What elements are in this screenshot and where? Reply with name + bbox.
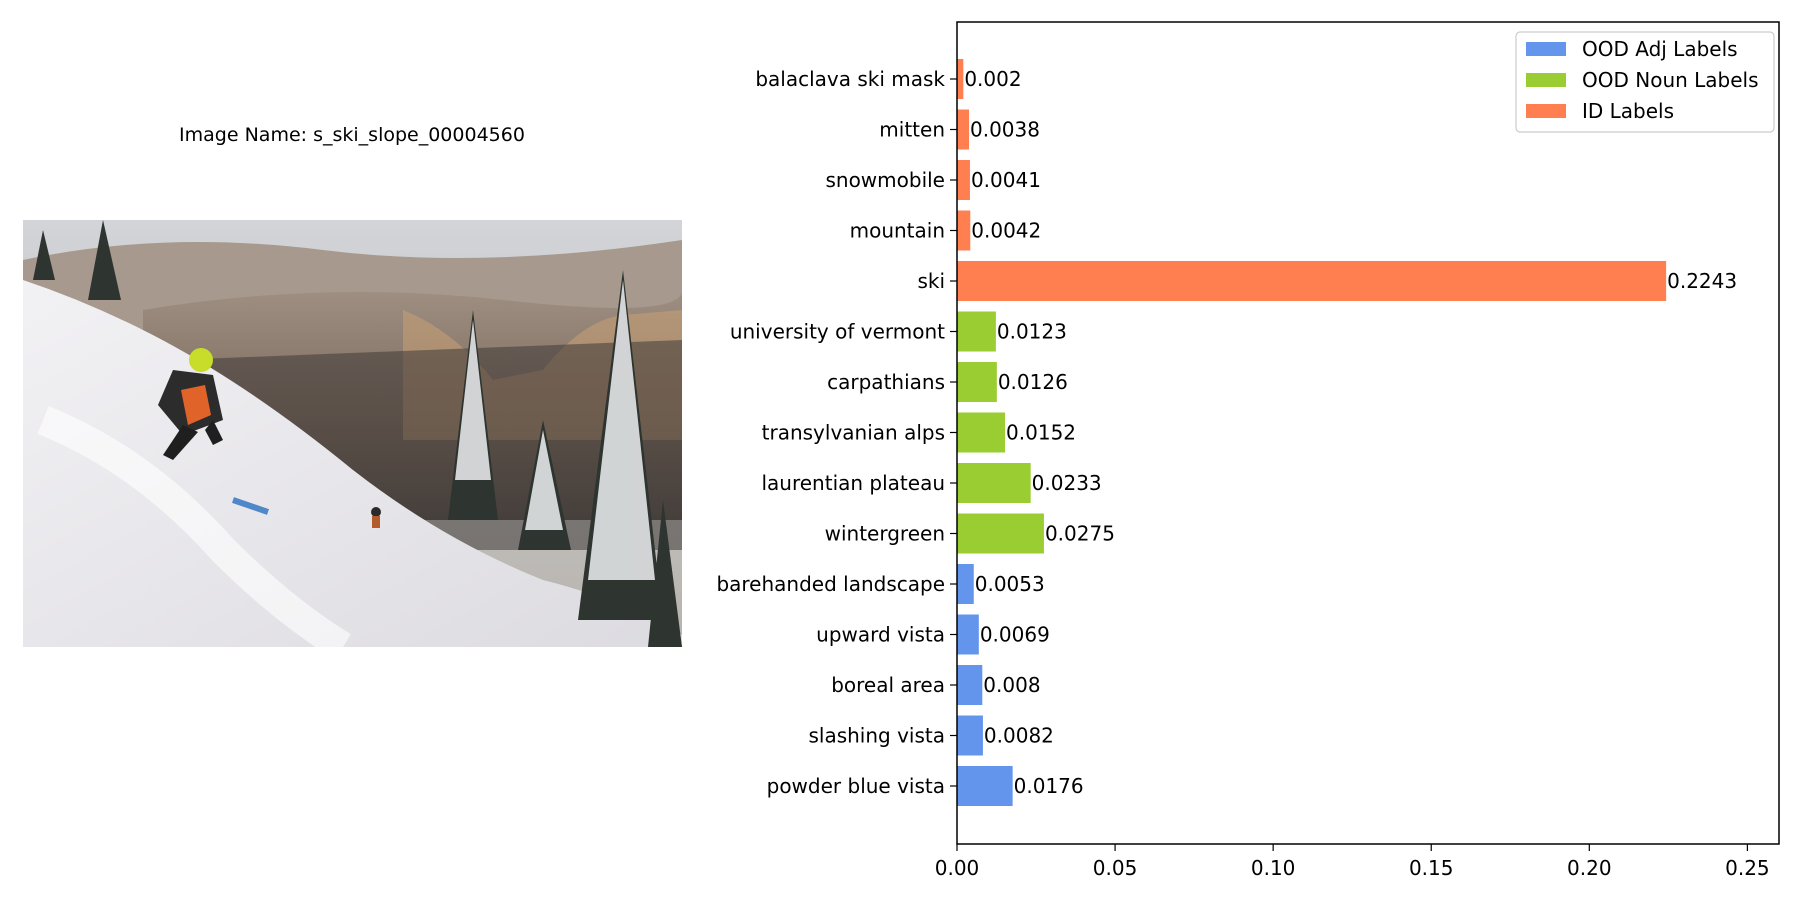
y-tick-label-12: boreal area: [831, 673, 945, 697]
bar-5: [957, 311, 996, 352]
x-tick-label-2: 0.10: [1251, 856, 1296, 880]
legend: OOD Adj Labels OOD Noun Labels ID Labels: [1515, 31, 1775, 133]
bar-3: [957, 210, 971, 251]
value-label-0: 0.002: [964, 67, 1021, 91]
ski-slope-photo: [23, 220, 682, 647]
bar-7: [957, 412, 1006, 453]
bar-1: [957, 109, 970, 150]
y-tick-label-3: mountain: [850, 219, 945, 243]
y-tick-label-10: barehanded landscape: [716, 572, 945, 596]
image-name-title: Image Name: s_ski_slope_00004560: [179, 124, 525, 146]
y-axis: balaclava ski mask mitten snowmobile mounta…: [716, 67, 957, 798]
plot-frame: [956, 21, 1780, 845]
legend-label-1: OOD Noun Labels: [1582, 68, 1759, 92]
y-tick-label-14: powder blue vista: [767, 774, 945, 798]
bar-10: [957, 564, 974, 604]
legend-swatch-2: [1526, 104, 1566, 118]
bar-8: [957, 463, 1031, 503]
y-tick-label-6: carpathians: [827, 370, 945, 394]
value-label-14: 0.0176: [1014, 774, 1084, 798]
legend-swatch-0: [1526, 42, 1566, 56]
y-tick-label-2: snowmobile: [825, 168, 945, 192]
y-tick-label-8: laurentian plateau: [761, 471, 945, 495]
value-label-7: 0.0152: [1006, 421, 1076, 445]
y-tick-label-9: wintergreen: [825, 522, 945, 546]
value-label-3: 0.0042: [971, 219, 1041, 243]
value-label-13: 0.0082: [984, 724, 1054, 748]
legend-label-2: ID Labels: [1582, 99, 1674, 123]
y-tick-label-0: balaclava ski mask: [755, 67, 945, 91]
value-label-4: 0.2243: [1667, 269, 1737, 293]
y-tick-label-1: mitten: [879, 118, 945, 142]
value-label-11: 0.0069: [980, 623, 1050, 647]
bars-layer: [957, 59, 1667, 806]
y-tick-label-4: ski: [917, 269, 945, 293]
bar-12: [957, 665, 983, 705]
legend-box: [1515, 31, 1775, 133]
bar-2: [957, 160, 970, 200]
value-label-1: 0.0038: [970, 118, 1040, 142]
y-tick-label-11: upward vista: [816, 623, 945, 647]
value-labels-layer: 0.002 0.0038 0.0041 0.0042 0.2243 0.0123 0.012…: [964, 67, 1737, 798]
bar-11: [957, 614, 979, 655]
x-tick-label-3: 0.15: [1409, 856, 1454, 880]
bar-9: [957, 513, 1044, 554]
value-label-12: 0.008: [983, 673, 1040, 697]
y-tick-label-5: university of vermont: [730, 320, 945, 344]
legend-label-0: OOD Adj Labels: [1582, 37, 1738, 61]
legend-swatch-1: [1526, 73, 1566, 87]
x-axis: 0.00 0.05 0.10 0.15 0.20 0.25: [935, 844, 1770, 880]
value-label-2: 0.0041: [971, 168, 1041, 192]
value-label-8: 0.0233: [1032, 471, 1102, 495]
x-tick-label-0: 0.00: [935, 856, 980, 880]
bar-0: [957, 59, 964, 99]
value-label-10: 0.0053: [975, 572, 1045, 596]
bar-13: [957, 715, 983, 756]
x-tick-label-1: 0.05: [1093, 856, 1138, 880]
value-label-5: 0.0123: [997, 320, 1067, 344]
value-label-9: 0.0275: [1045, 522, 1115, 546]
value-label-6: 0.0126: [998, 370, 1068, 394]
bar-14: [957, 766, 1013, 806]
bar-6: [957, 362, 997, 402]
bar-4: [957, 261, 1667, 301]
x-tick-label-4: 0.20: [1567, 856, 1612, 880]
y-tick-label-7: transylvanian alps: [762, 421, 945, 445]
x-tick-label-5: 0.25: [1725, 856, 1770, 880]
y-tick-label-13: slashing vista: [808, 724, 945, 748]
